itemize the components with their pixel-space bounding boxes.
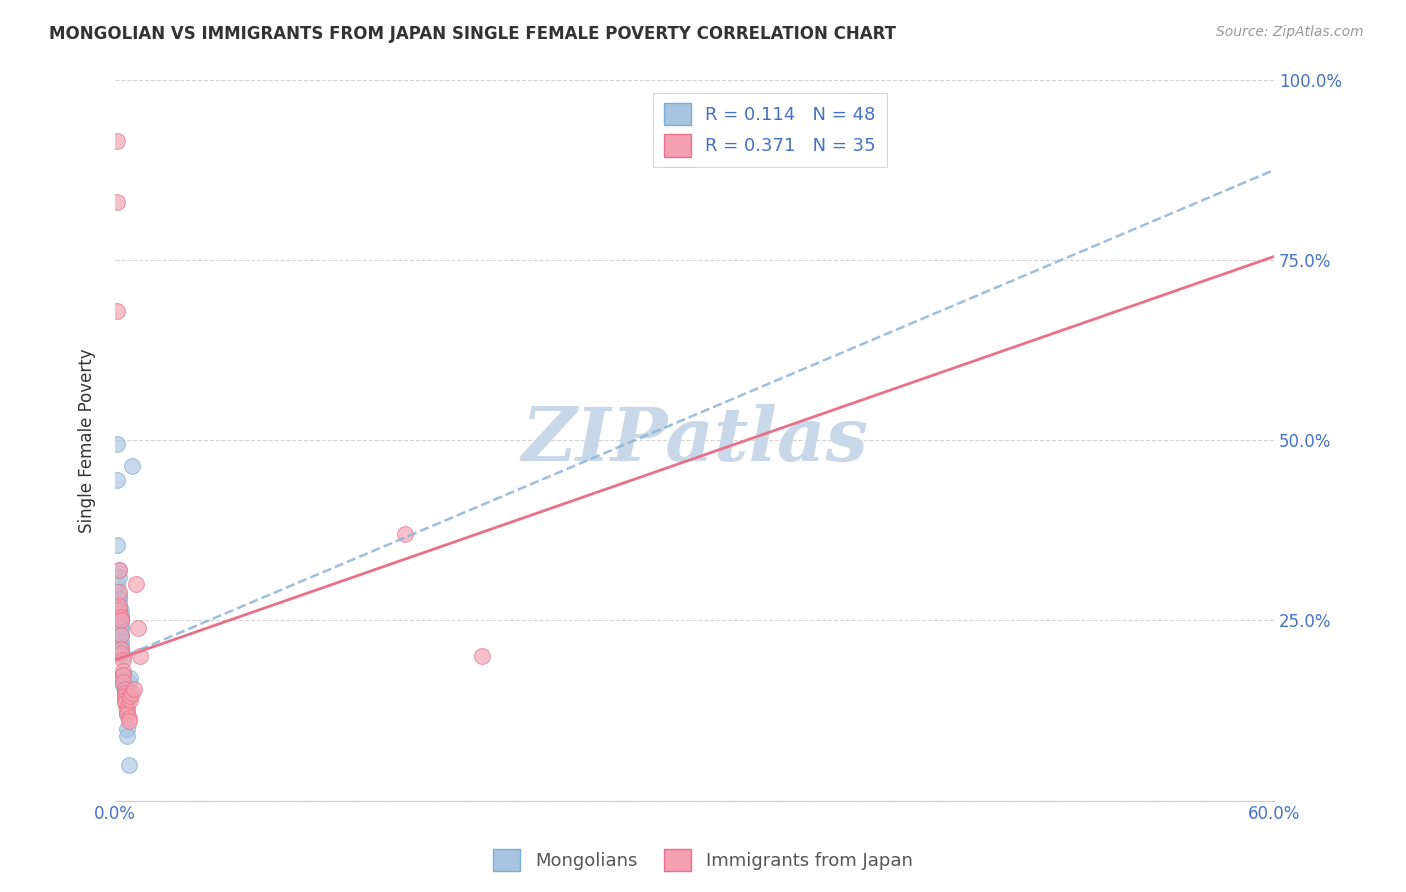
Point [111,667,134,681]
Point [115,707,138,722]
Point [117,711,139,725]
Point [115,729,138,743]
Point [108,607,131,621]
Point [125,577,148,591]
Point [110,628,132,642]
Point [108,602,131,616]
Point [111,678,134,692]
Point [110,602,132,616]
Point [114,685,136,699]
Point [110,614,132,628]
Point [108,563,131,577]
Point [120,692,142,706]
Point [110,614,132,628]
Point [117,674,139,689]
Point [108,602,131,616]
Point [115,700,138,714]
Point [105,473,128,487]
Point [105,577,128,591]
Point [111,674,134,689]
Point [117,714,139,729]
Point [110,628,132,642]
Point [114,689,136,703]
Point [108,599,131,613]
Point [110,639,132,653]
Point [114,678,136,692]
Y-axis label: Single Female Poverty: Single Female Poverty [79,348,96,533]
Point [110,628,132,642]
Point [111,674,134,689]
Point [110,610,132,624]
Text: MONGOLIAN VS IMMIGRANTS FROM JAPAN SINGLE FEMALE POVERTY CORRELATION CHART: MONGOLIAN VS IMMIGRANTS FROM JAPAN SINGL… [49,25,896,43]
Point [114,692,136,706]
Point [110,635,132,649]
Point [127,621,149,635]
Text: Source: ZipAtlas.com: Source: ZipAtlas.com [1216,25,1364,39]
Point [114,685,136,699]
Legend: R = 0.114   N = 48, R = 0.371   N = 35: R = 0.114 N = 48, R = 0.371 N = 35 [652,93,887,168]
Point [114,681,136,696]
Point [129,649,152,664]
Point [110,642,132,657]
Point [114,678,136,692]
Point [114,681,136,696]
Point [111,667,134,681]
Point [108,599,131,613]
Point [105,195,128,210]
Point [110,642,132,657]
Point [121,685,143,699]
Point [108,584,131,599]
Point [115,707,138,722]
Point [117,757,139,772]
Point [110,610,132,624]
Text: ZIPatlas: ZIPatlas [522,404,868,476]
Point [115,704,138,718]
Point [110,610,132,624]
Point [121,458,143,473]
Point [394,527,416,541]
Point [108,602,131,616]
Point [111,667,134,681]
Point [110,646,132,660]
Point [111,667,134,681]
Point [110,614,132,628]
Point [114,681,136,696]
Point [110,621,132,635]
Point [108,563,131,577]
Point [120,689,142,703]
Point [111,674,134,689]
Point [124,681,146,696]
Point [108,588,131,602]
Point [105,303,128,318]
Point [114,681,136,696]
Point [108,599,131,613]
Point [111,653,134,667]
Point [110,621,132,635]
Point [105,437,128,451]
Point [108,591,131,606]
Point [108,602,131,616]
Point [105,538,128,552]
Point [120,671,142,685]
Legend: Mongolians, Immigrants from Japan: Mongolians, Immigrants from Japan [486,842,920,879]
Point [111,649,134,664]
Point [110,617,132,632]
Point [114,696,136,710]
Point [108,570,131,584]
Point [108,591,131,606]
Point [111,664,134,678]
Point [115,722,138,736]
Point [105,134,128,148]
Point [471,649,494,664]
